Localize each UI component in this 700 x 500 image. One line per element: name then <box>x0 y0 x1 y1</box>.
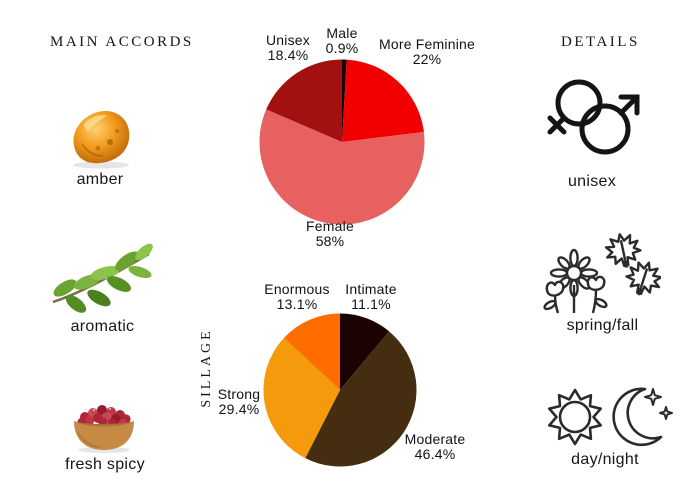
detail-label-spring-fall: spring/fall <box>566 317 639 334</box>
main-accords-title: MAIN ACCORDS <box>50 34 194 50</box>
gender-pie-label-more-feminine: More Feminine 22% <box>379 36 475 67</box>
amber-resin-image <box>73 111 130 169</box>
accord-label-aromatic: aromatic <box>70 318 135 335</box>
gender-pie-label-female: Female 58% <box>306 218 354 249</box>
gender-slice-male <box>342 59 347 142</box>
gender-pie-label-unisex: Unisex 18.4% <box>266 32 310 63</box>
day-night-icon <box>548 387 673 447</box>
sillage-pie-label-intimate: Intimate 11.1% <box>345 281 397 312</box>
detail-label-day-night: day/night <box>571 451 639 468</box>
gender-slice-more-feminine <box>342 59 424 142</box>
unisex-gender-icon <box>547 79 640 155</box>
accord-label-fresh-spicy: fresh spicy <box>65 456 145 473</box>
herb-sprig-image <box>52 243 153 313</box>
spring-fall-icon <box>543 229 661 314</box>
gender-slice-unisex <box>266 59 342 142</box>
gender-slice-female <box>259 109 425 225</box>
berry-bowl-image <box>74 405 134 453</box>
details-title: DETAILS <box>561 34 640 50</box>
sillage-pie-chart <box>263 313 417 467</box>
sillage-slice-intimate <box>340 313 390 390</box>
sillage-pie-label-enormous: Enormous 13.1% <box>264 281 330 312</box>
sillage-slice-strong <box>263 337 340 459</box>
gender-pie-label-male: Male 0.9% <box>325 25 359 56</box>
detail-label-unisex: unisex <box>567 173 617 190</box>
accord-label-amber: amber <box>76 171 124 188</box>
sillage-pie-label-moderate: Moderate 46.4% <box>404 431 466 462</box>
gender-pie-chart <box>259 59 425 225</box>
sillage-slice-moderate <box>305 331 417 467</box>
sillage-pie-label-strong: Strong 29.4% <box>217 386 261 417</box>
sillage-slice-enormous <box>283 313 340 390</box>
